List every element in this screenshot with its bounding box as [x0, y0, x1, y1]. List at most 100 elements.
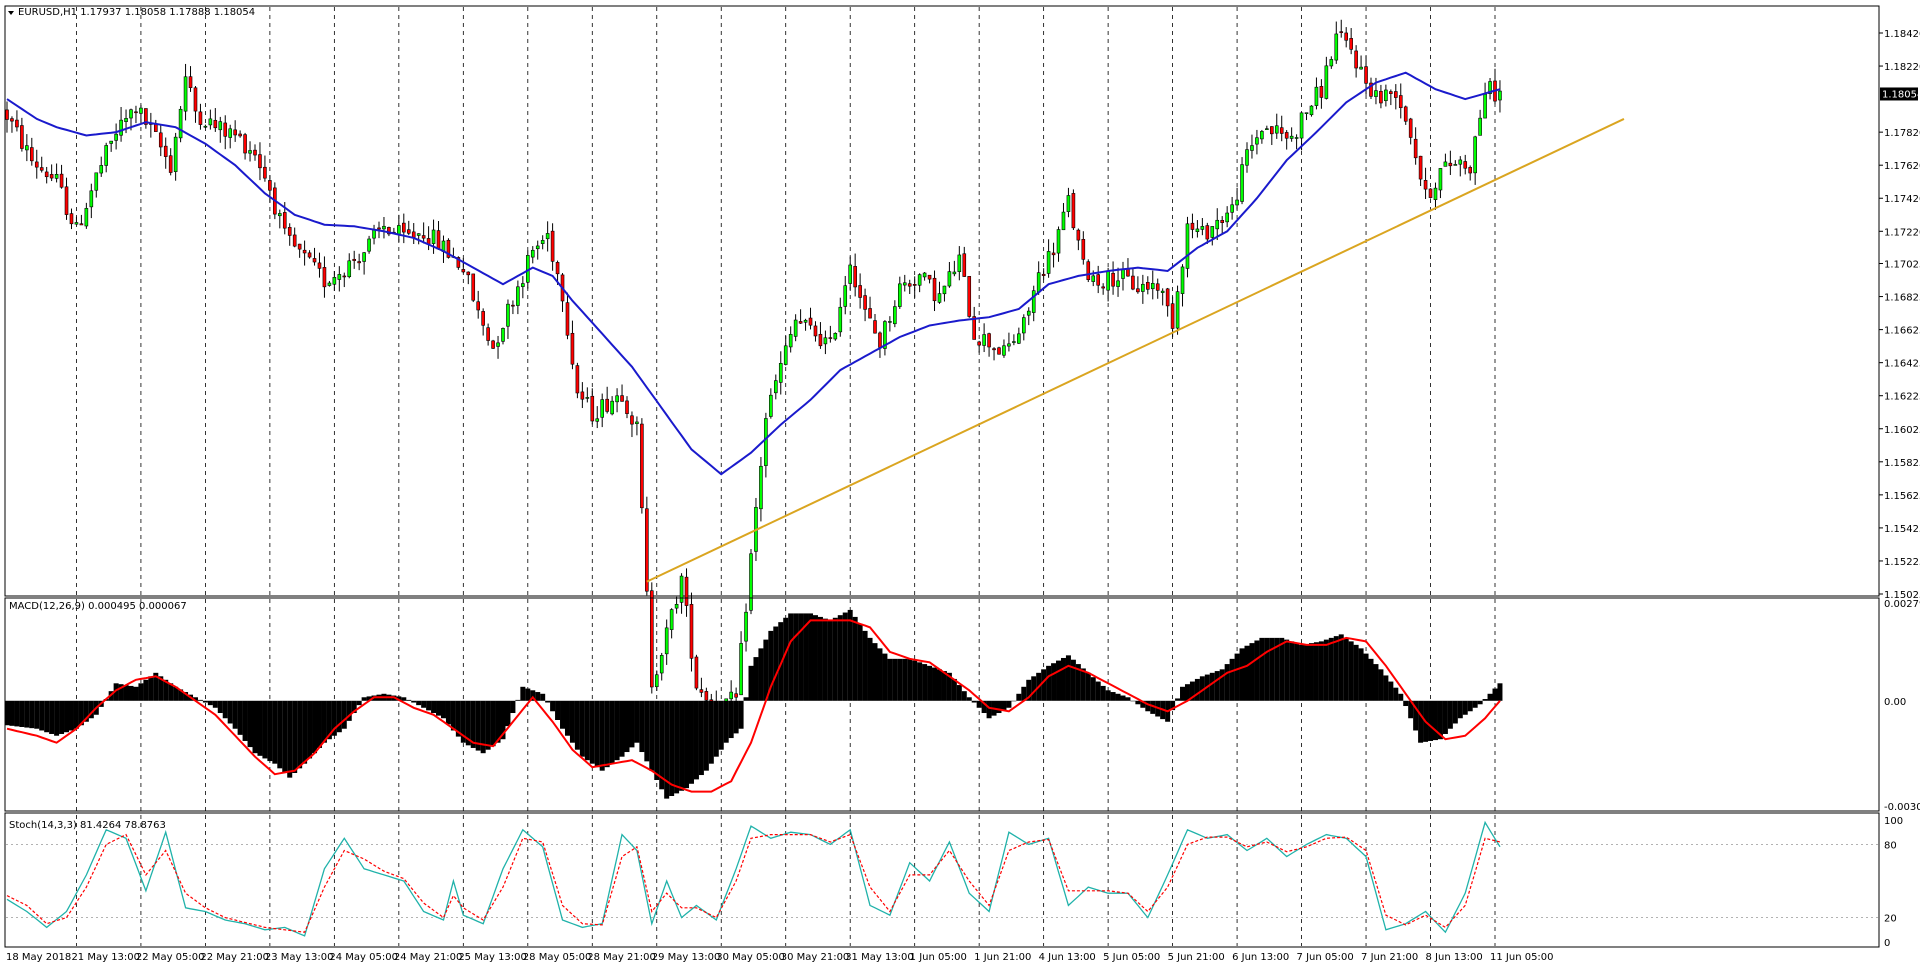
candle-body	[1121, 269, 1125, 279]
candle-body	[521, 283, 525, 287]
macd-bar	[1299, 644, 1305, 701]
macd-bar	[1011, 700, 1017, 702]
macd-bar	[728, 700, 734, 739]
candle-body	[248, 150, 252, 154]
macd-bar	[361, 697, 367, 701]
macd-bar	[599, 700, 605, 771]
candle-body	[1086, 261, 1091, 280]
macd-bar	[609, 700, 615, 764]
macd-bar	[222, 700, 228, 719]
macd-bar	[49, 700, 55, 734]
candle-body	[158, 132, 163, 148]
price-tick-label: 1.16225	[1884, 392, 1920, 403]
candle-body	[431, 229, 436, 244]
candle-body	[1413, 138, 1418, 159]
stochastic-panel[interactable]: Stoch(14,3,3) 81.4264 78.8763 100 80 20 0	[4, 812, 1903, 949]
macd-bar	[436, 700, 442, 716]
macd-bar	[1289, 641, 1295, 701]
macd-bar	[847, 609, 853, 701]
candle-body	[193, 87, 198, 112]
candle-body	[29, 147, 34, 162]
candle-body	[471, 273, 476, 301]
macd-bar	[1001, 700, 1007, 711]
macd-bar	[1437, 700, 1443, 740]
dropdown-arrow-icon[interactable]	[8, 11, 14, 15]
macd-bar	[698, 700, 704, 776]
candle-body	[223, 122, 228, 137]
candle-body	[173, 136, 178, 172]
candle-body	[888, 321, 892, 323]
candle-body	[218, 121, 223, 131]
macd-bar	[1403, 700, 1409, 707]
price-tick-label: 1.17220	[1884, 227, 1920, 238]
macd-bar	[1125, 697, 1131, 701]
macd-bar	[634, 700, 640, 743]
macd-bar	[118, 684, 124, 701]
macd-bar	[614, 700, 620, 761]
candle-body	[268, 180, 272, 191]
candle-body	[1389, 91, 1393, 94]
candle-body	[907, 283, 912, 287]
price-tick-label: 1.16025	[1884, 425, 1920, 436]
macd-bar	[1209, 672, 1215, 701]
price-tick-label: 1.15225	[1884, 557, 1920, 568]
macd-bar	[1234, 653, 1240, 701]
macd-bar	[1115, 693, 1121, 701]
candle-body	[1329, 59, 1334, 67]
candle-body	[49, 174, 54, 179]
macd-bar	[639, 700, 645, 753]
macd-bar	[545, 700, 551, 703]
macd-bar	[1313, 642, 1319, 701]
candle-body	[1299, 112, 1304, 139]
candle-body	[44, 171, 49, 178]
macd-bar	[907, 658, 913, 701]
candle-body	[1190, 222, 1195, 230]
candle-body	[163, 145, 168, 157]
candle-body	[302, 249, 307, 254]
candle-body	[729, 691, 733, 700]
macd-bar	[872, 643, 878, 701]
candle-body	[1319, 86, 1324, 98]
candle-body	[1448, 162, 1453, 167]
candle-body	[1394, 91, 1398, 98]
macd-bar	[1080, 668, 1086, 701]
candle-body	[1205, 225, 1210, 240]
stoch-signal-line	[6, 833, 1501, 933]
candle-body	[803, 319, 808, 323]
macd-bar	[1120, 695, 1126, 701]
candlesticks	[5, 19, 1502, 723]
candle-body	[808, 317, 813, 326]
macd-bar	[917, 662, 923, 701]
macd-bar	[1145, 700, 1151, 712]
macd-bar	[331, 700, 337, 736]
macd-bar	[1462, 700, 1468, 715]
candle-body	[798, 321, 803, 324]
macd-bar	[396, 696, 402, 701]
macd-bar	[64, 700, 70, 733]
candle-body	[1334, 33, 1339, 61]
macd-bar	[763, 639, 769, 701]
time-tick-label: 30 May 05:00	[716, 952, 785, 963]
candle-body	[362, 252, 366, 262]
macd-bar	[197, 699, 203, 701]
candle-body	[659, 655, 664, 674]
candle-body	[501, 328, 505, 342]
candle-body	[540, 240, 545, 244]
macd-bar	[465, 700, 471, 746]
candle-body	[769, 394, 773, 417]
macd-panel[interactable]: MACD(12,26,9) 0.000495 0.000067 0.002798…	[4, 597, 1920, 813]
macd-bar	[1383, 675, 1389, 701]
macd-bar	[1214, 671, 1220, 701]
macd-bar	[262, 700, 268, 759]
macd-bar	[1284, 639, 1290, 701]
macd-bar	[1472, 700, 1478, 708]
candle-body	[1403, 106, 1408, 122]
candle-body	[649, 590, 654, 688]
trend-line[interactable]	[646, 118, 1625, 583]
candle-body	[605, 398, 609, 412]
macd-axis: 0.002798 0.00 -0.003011	[1884, 599, 1920, 813]
candle-body	[749, 553, 753, 611]
candle-body	[764, 418, 768, 466]
price-panel[interactable]: EURUSD,H1 1.17937 1.18058 1.17888 1.1805…	[4, 5, 1920, 723]
